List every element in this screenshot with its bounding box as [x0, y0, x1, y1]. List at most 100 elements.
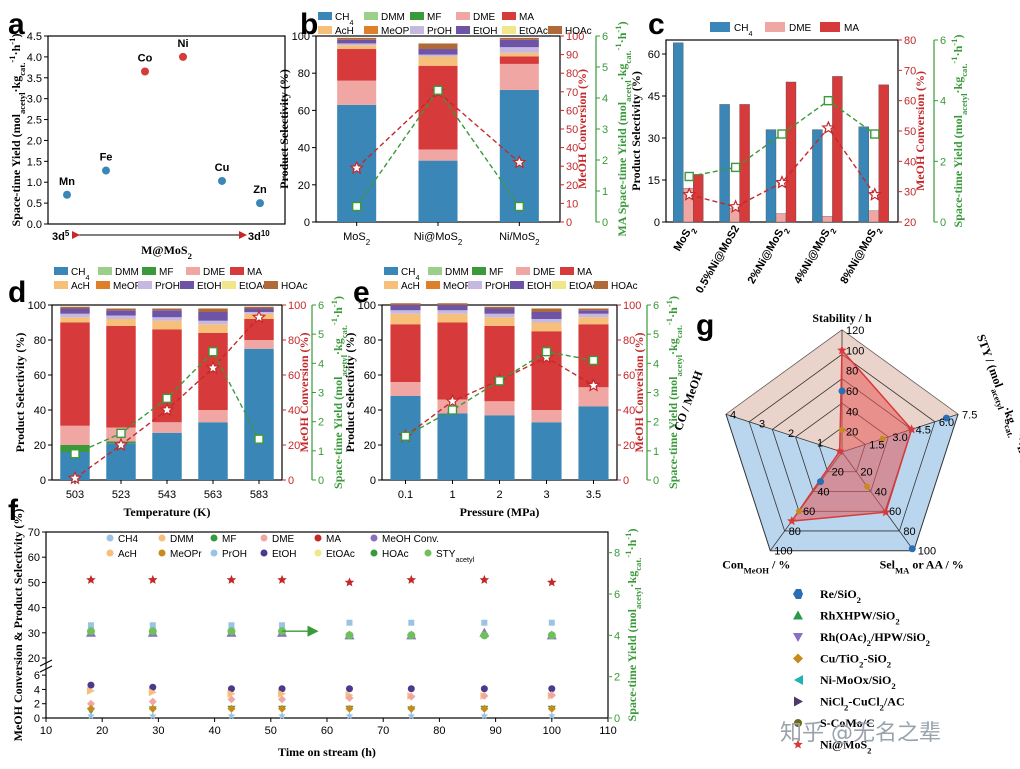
- point-CH4: [149, 622, 156, 629]
- x-tick-label: 90: [489, 725, 501, 737]
- y-axis-label: Product Selectivity (%): [277, 69, 291, 189]
- point-DME: [480, 691, 489, 700]
- conversion-point: [349, 160, 364, 175]
- legend-marker-STY_acetyl: [424, 549, 432, 557]
- sty-point: [70, 449, 80, 459]
- x-axis-label: Temperature (K): [124, 505, 211, 519]
- legend-swatch-DMM: [364, 12, 378, 20]
- point-MA: [148, 574, 158, 584]
- point-DME: [86, 699, 95, 708]
- bar-segment-CH4: [531, 422, 562, 480]
- legend-label: NiCl2-CuCl2/AC: [820, 695, 905, 713]
- y3-axis-label: Space-time Yield (molacetyl·kgcat.-1·h-1…: [664, 296, 684, 489]
- y2-tick-label: 0: [288, 475, 294, 487]
- y-tick-label: 50: [28, 577, 40, 589]
- legend-label-DME: DME: [789, 23, 812, 34]
- point-PrOH: [278, 711, 286, 720]
- bar-segment-AcH: [418, 56, 458, 66]
- y2-tick-label: 80: [904, 35, 916, 47]
- legend-label-CH4: CH4: [734, 23, 752, 38]
- legend-marker: [793, 589, 803, 599]
- legend-marker: [793, 633, 803, 642]
- radar-ni-point: [787, 516, 797, 526]
- bar-segment-EtOH: [60, 308, 90, 314]
- bar-MA: [785, 81, 797, 223]
- legend-label: Rh(OAc)2/HPW/SiO2: [820, 630, 930, 648]
- y2-tick-label: 40: [566, 143, 578, 155]
- legend-label-DME: DME: [203, 267, 226, 278]
- y-tick-label: 15: [648, 175, 660, 187]
- y2-tick-label: 70: [566, 87, 578, 99]
- sty-point: [730, 162, 741, 173]
- legend-label-EtOAc: EtOAc: [569, 281, 598, 292]
- x-axis-label: Time on stream (h): [278, 745, 376, 759]
- radar-tick-label: 20: [860, 467, 872, 479]
- legend-label-MeOH Conv.: MeOH Conv.: [382, 534, 439, 545]
- bar-segment-PrOH: [337, 43, 377, 46]
- legend-marker-DME: [260, 534, 268, 542]
- y3-tick-label: 6: [653, 300, 659, 312]
- point-DME: [148, 697, 157, 706]
- bar-segment-MA: [484, 326, 515, 402]
- y-tick-label: 40: [364, 405, 376, 417]
- legend-marker: [793, 739, 803, 749]
- legend-label: Ni@MoS2: [820, 738, 871, 756]
- y-tick-label: 20: [28, 653, 40, 665]
- legend-label-MeOPr: MeOPr: [170, 549, 202, 560]
- watermark: 知乎 @无名之辈: [780, 721, 941, 746]
- sty-line: [356, 89, 520, 207]
- radar-re-point: [838, 387, 846, 395]
- bar-DME: [822, 216, 833, 223]
- legend-marker-MeOH Conv.: [370, 534, 378, 542]
- bar-segment-DME: [244, 340, 274, 349]
- bar-segment-DME: [531, 410, 562, 423]
- x-axis-label: Pressure (MPa): [460, 505, 540, 519]
- legend-label-DMM: DMM: [115, 267, 139, 278]
- y2-tick-label: 80: [566, 68, 578, 80]
- panel-label-c: c: [648, 8, 665, 41]
- y3-tick-label: 2: [318, 417, 324, 429]
- point-MeOPr: [407, 704, 416, 713]
- y-axis-label: Product Selectivity (%): [13, 333, 27, 453]
- y3-tick-label: 3: [602, 124, 608, 136]
- y3-tick-label: 4: [602, 93, 608, 105]
- y3-tick-label: 5: [602, 62, 608, 74]
- legend-label-EtOAc: EtOAc: [326, 549, 355, 560]
- legend-label-MA: MA: [247, 267, 262, 278]
- radar-axis-title: SelMA or AA / %: [880, 558, 964, 576]
- legend-swatch-HOAc: [264, 281, 278, 289]
- conversion-point: [867, 187, 882, 201]
- y-tick-label: 20: [298, 180, 310, 192]
- legend-swatch-AcH: [318, 26, 332, 34]
- radar-tick-label: 100: [846, 345, 864, 357]
- x-tick-label: 20: [96, 725, 108, 737]
- y2-tick-label: 80: [623, 335, 635, 347]
- x-tick-label: Ni@MoS2: [414, 231, 463, 247]
- y2-tick-label: 40: [623, 405, 635, 417]
- legend-label-DME: DME: [533, 267, 556, 278]
- y3-tick-label: 6: [318, 300, 324, 312]
- y2-tick-label: 100: [566, 31, 584, 43]
- bar-segment-HOAc: [60, 306, 90, 309]
- point-EtOH: [345, 685, 353, 693]
- legend-label-AcH: AcH: [335, 26, 354, 37]
- y-tick-label: 4.0: [27, 52, 42, 64]
- radar-ni-point: [837, 345, 847, 355]
- legend-swatch-MeOPr: [426, 281, 440, 289]
- radar-tick-label: 7.5: [962, 409, 977, 421]
- conversion-line: [405, 356, 594, 437]
- point-AcH: [278, 689, 287, 698]
- sty-point: [588, 355, 599, 366]
- y-tick-label: 1.0: [27, 177, 42, 189]
- x-tick-label: 50: [265, 725, 277, 737]
- legend-label-HOAc: HOAc: [565, 26, 592, 37]
- bar-segment-EtOH: [106, 310, 136, 316]
- y-tick-label: 80: [364, 335, 376, 347]
- radar-spoke: [725, 413, 843, 453]
- point-MA: [226, 574, 237, 584]
- bar-segment-EtOH: [437, 305, 468, 311]
- bar-segment-AcH: [499, 52, 539, 57]
- sty-line: [405, 350, 594, 437]
- legend-label-MeOPr: MeOPr: [113, 281, 145, 292]
- legend-label-DME: DME: [272, 534, 295, 545]
